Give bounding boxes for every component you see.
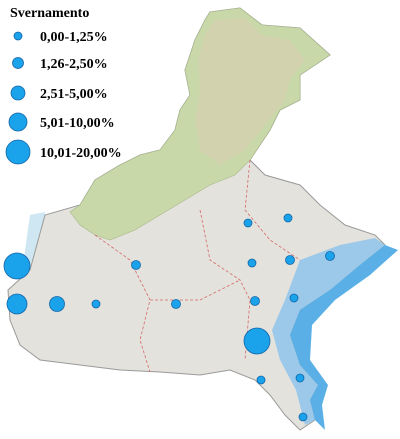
site-marker: [6, 293, 28, 315]
site-marker: [171, 299, 181, 309]
legend-symbol: [10, 85, 26, 101]
legend-symbol: [12, 57, 24, 69]
legend-label: 0,00-1,25%: [40, 30, 108, 45]
site-marker: [285, 255, 295, 265]
site-marker: [247, 258, 257, 268]
site-marker: [91, 299, 101, 309]
site-marker: [298, 412, 308, 422]
site-marker: [131, 260, 141, 270]
site-marker: [243, 218, 253, 228]
province-border: [94, 159, 301, 373]
site-marker: [325, 251, 335, 261]
sites: [3, 213, 335, 422]
legend-label: 1,26-2,50%: [40, 57, 108, 72]
site-marker: [295, 373, 305, 383]
legend-symbol: [5, 139, 31, 165]
legend-symbol: [13, 31, 23, 41]
legend-label: 2,51-5,00%: [40, 87, 108, 102]
site-marker: [250, 296, 260, 306]
site-marker: [283, 213, 293, 223]
legend-symbol: [8, 112, 28, 132]
site-marker: [256, 375, 266, 385]
site-marker: [49, 296, 65, 312]
sea: [290, 245, 398, 430]
legend-label: 10,01-20,00%: [40, 146, 122, 161]
high-mountains: [195, 18, 305, 165]
site-marker: [3, 252, 31, 280]
site-marker: [243, 327, 271, 355]
legend-label: 5,01-10,00%: [40, 116, 115, 131]
legend-title: Svernamento: [10, 6, 89, 21]
site-marker: [289, 293, 299, 303]
